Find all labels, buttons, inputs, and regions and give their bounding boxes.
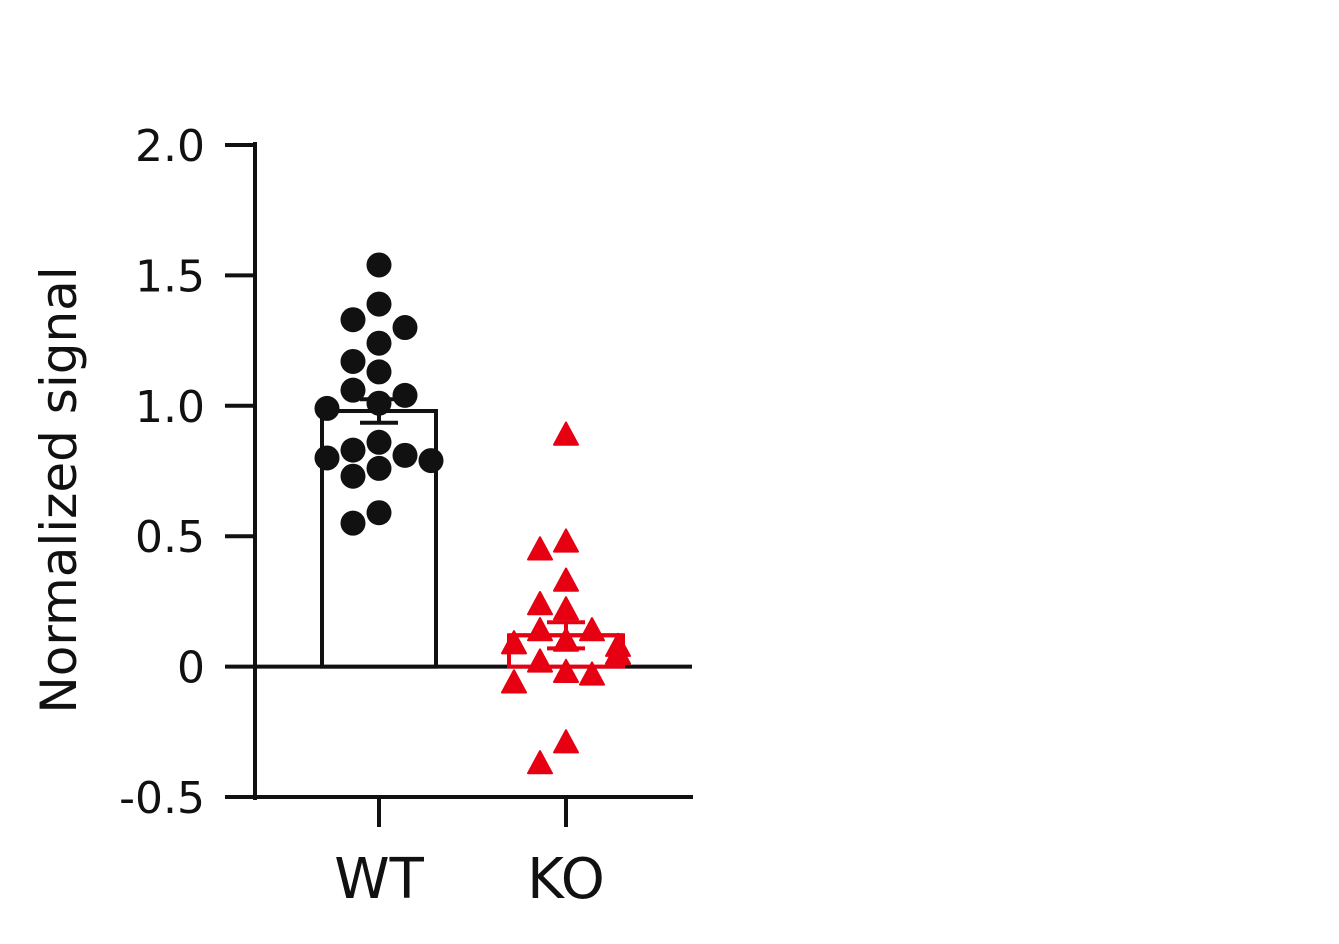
y-tick-label: 0.5 xyxy=(135,512,205,563)
wt-point xyxy=(366,291,392,317)
wt-point xyxy=(392,382,418,408)
ko-point xyxy=(553,596,579,621)
wt-point xyxy=(366,252,392,278)
wt-point xyxy=(366,455,392,481)
error-bars xyxy=(322,397,623,651)
ko-point xyxy=(553,729,579,754)
ko-point xyxy=(501,630,527,655)
wt-point xyxy=(366,359,392,385)
bars xyxy=(320,409,625,669)
ko-point xyxy=(553,528,579,553)
wt-point xyxy=(340,463,366,489)
ko-point xyxy=(527,591,553,616)
ko-point xyxy=(605,640,631,665)
y-axis-title: Normalized signal xyxy=(30,266,88,713)
wt-point xyxy=(392,442,418,468)
ko-point xyxy=(553,421,579,446)
wt-point xyxy=(366,500,392,526)
wt-point xyxy=(418,448,444,474)
data-points xyxy=(314,252,631,775)
ko-point xyxy=(553,658,579,684)
ko-point xyxy=(527,648,553,673)
wt-point xyxy=(340,377,366,403)
wt-point xyxy=(340,307,366,333)
x-tick-label: WT xyxy=(334,847,424,912)
ko-point xyxy=(553,567,579,592)
x-tick-label: KO xyxy=(527,847,605,912)
wt-point xyxy=(340,348,366,374)
wt-point xyxy=(392,315,418,341)
ko-point xyxy=(579,661,605,686)
y-tick-label: 0 xyxy=(177,643,205,694)
tick-labels: -0.5 0 0.5 1.0 1.5 2.0 WT KO xyxy=(119,121,605,912)
wt-point xyxy=(366,429,392,455)
wt-point xyxy=(366,330,392,356)
wt-point xyxy=(340,437,366,463)
wt-point xyxy=(314,445,340,471)
wt-point xyxy=(340,510,366,536)
wt-point xyxy=(314,395,340,421)
y-tick-label: -0.5 xyxy=(119,773,205,824)
y-tick-label: 2.0 xyxy=(135,121,205,172)
ko-point xyxy=(501,669,527,694)
axes xyxy=(225,142,693,827)
ko-point xyxy=(527,750,553,775)
y-tick-label: 1.5 xyxy=(135,251,205,302)
y-tick-label: 1.0 xyxy=(135,382,205,433)
ko-point xyxy=(527,536,553,561)
